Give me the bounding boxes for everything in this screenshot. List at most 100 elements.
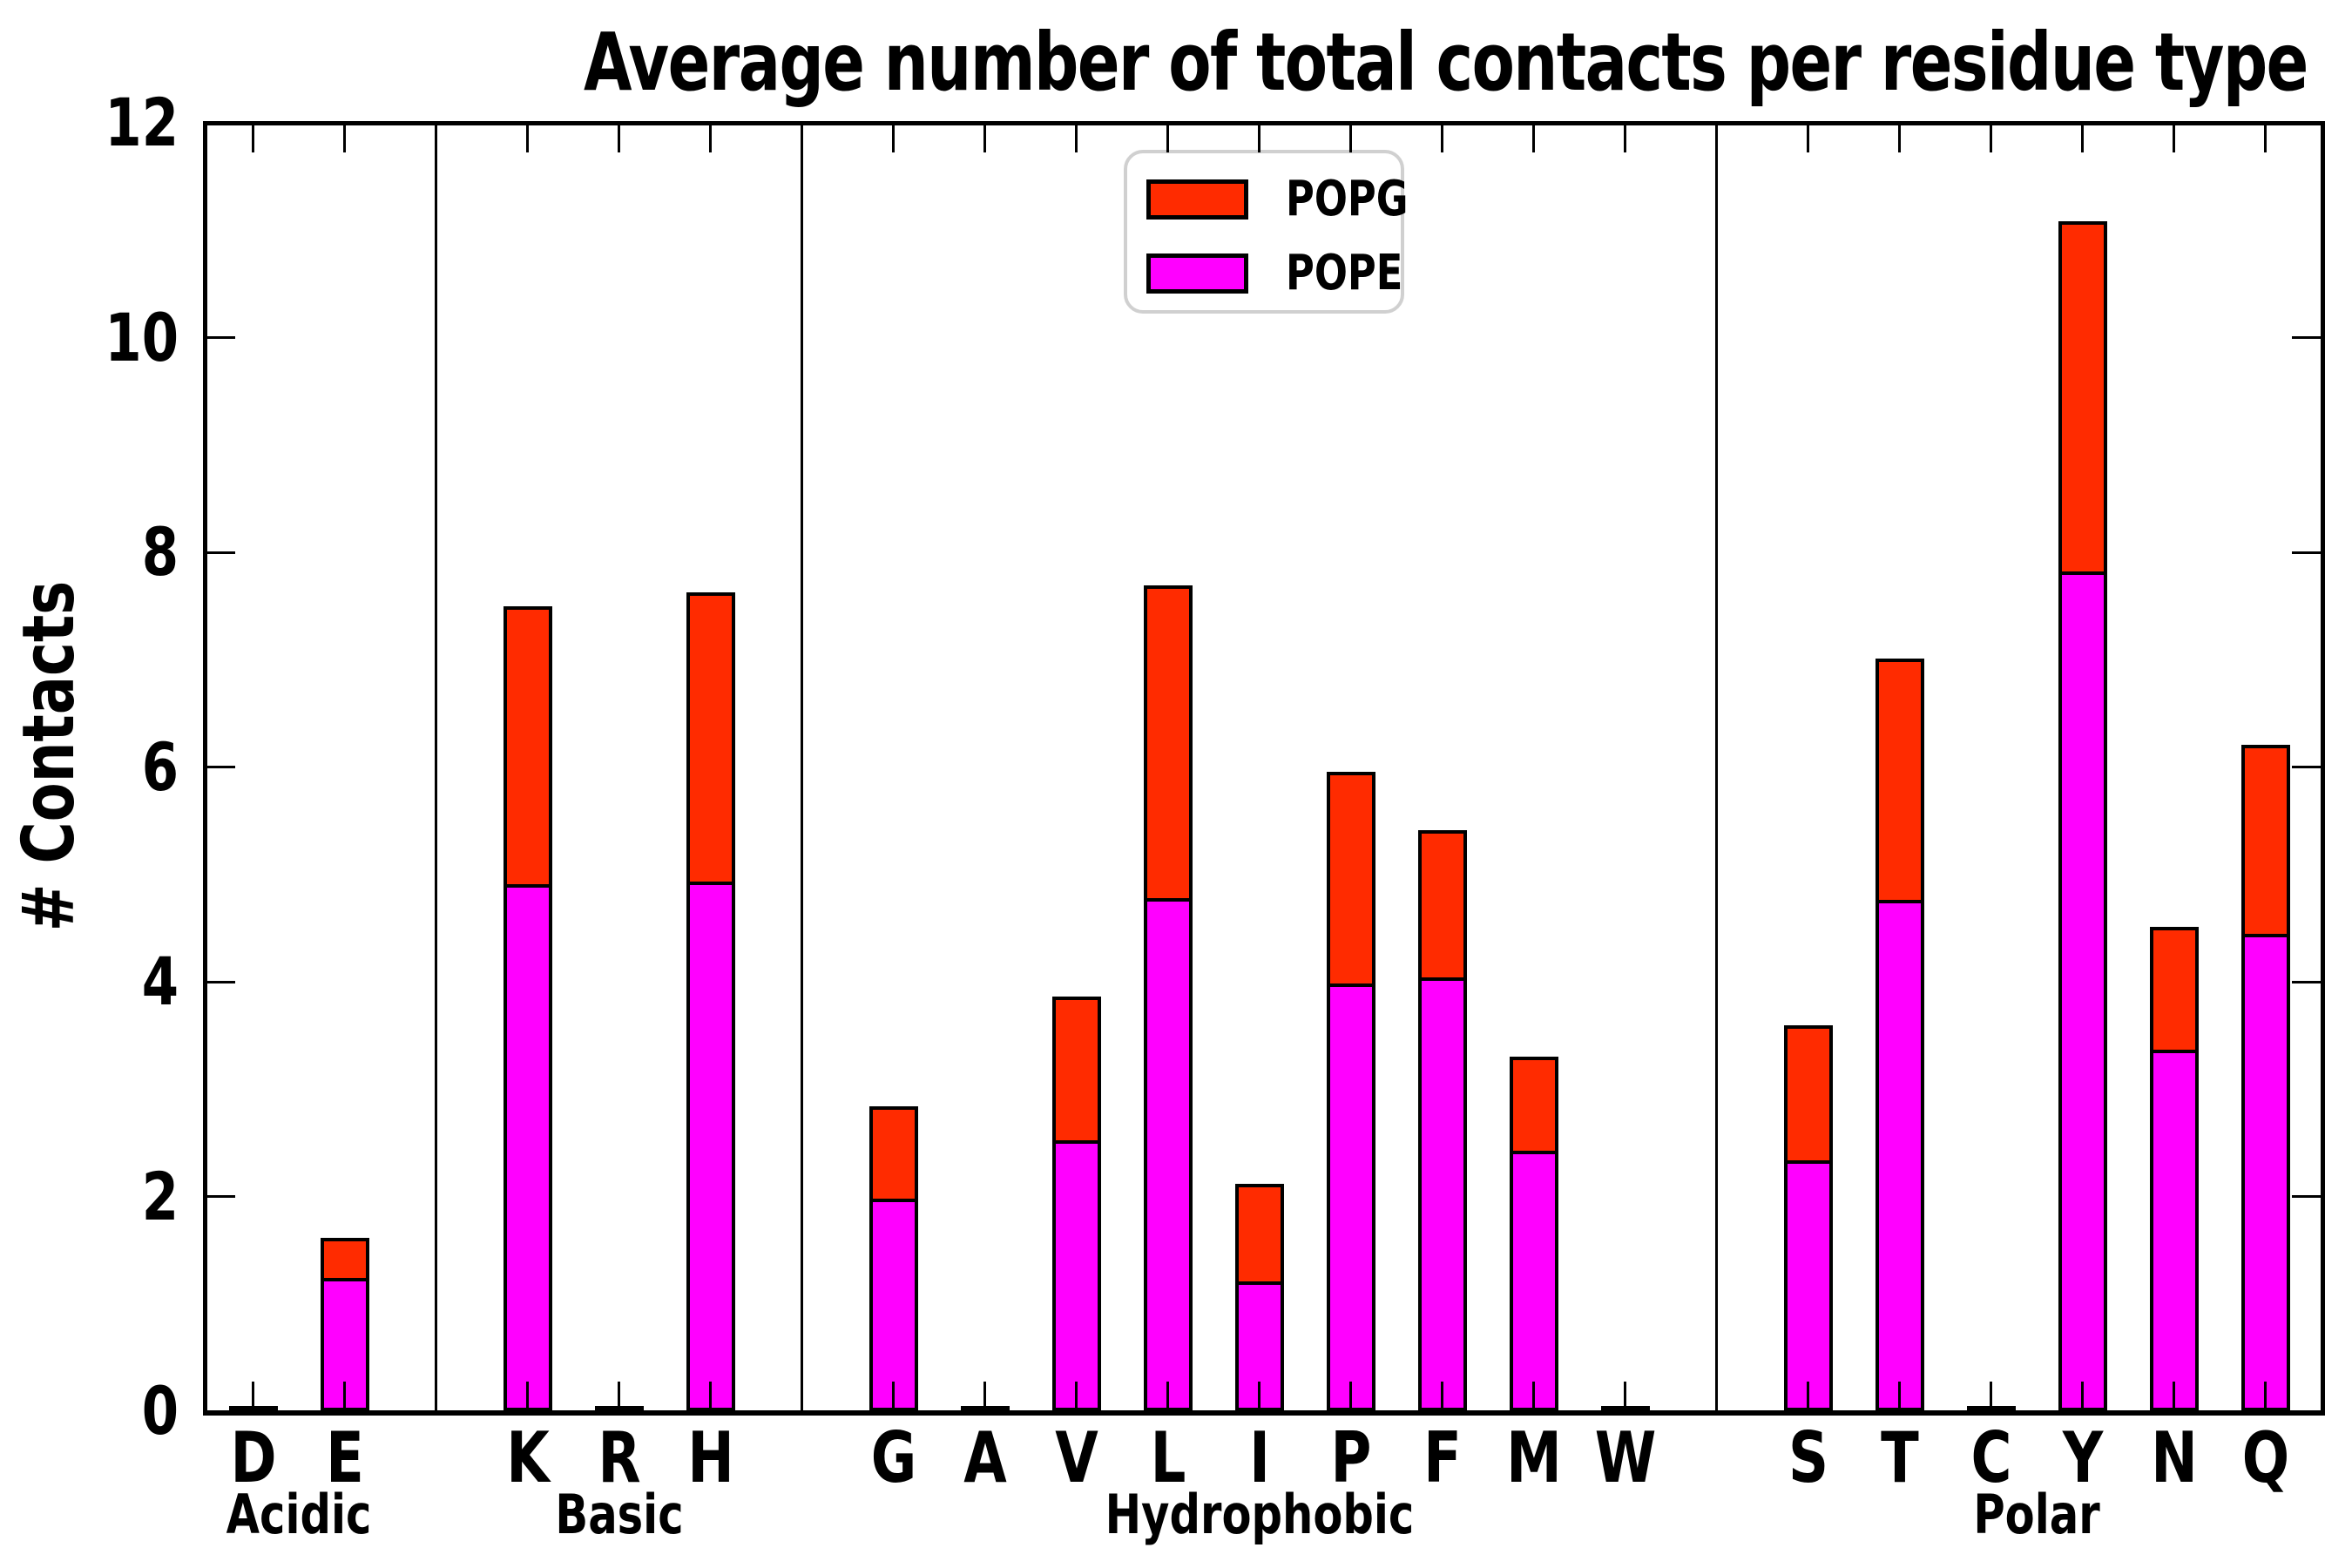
x-label-S: S xyxy=(1788,1417,1828,1498)
x-tick-top-D xyxy=(252,123,254,152)
x-label-G: G xyxy=(870,1417,916,1498)
group-label-Hydrophobic: Hydrophobic xyxy=(1105,1483,1414,1546)
x-tick-bottom-D xyxy=(252,1382,254,1411)
x-tick-top-C xyxy=(1990,123,1992,152)
legend-row-POPE: POPE xyxy=(1127,247,1402,301)
x-tick-bottom-F xyxy=(1441,1382,1443,1411)
bar-segment-POPG-Y xyxy=(2058,221,2107,575)
bar-P xyxy=(1326,772,1375,1411)
bar-segment-POPE-T xyxy=(1875,900,1924,1411)
x-tick-bottom-A xyxy=(983,1382,986,1411)
bar-Q xyxy=(2240,745,2290,1411)
bar-segment-POPE-S xyxy=(1783,1160,1833,1411)
x-label-R: R xyxy=(597,1417,641,1498)
x-tick-bottom-S xyxy=(1807,1382,1809,1411)
x-tick-top-M xyxy=(1532,123,1535,152)
x-tick-top-E xyxy=(343,123,346,152)
bar-segment-POPE-M xyxy=(1509,1151,1558,1411)
x-label-D: D xyxy=(229,1417,277,1498)
bar-segment-POPG-H xyxy=(686,592,735,885)
x-tick-bottom-Q xyxy=(2264,1382,2267,1411)
x-tick-bottom-W xyxy=(1624,1382,1626,1411)
y-tick-right-6 xyxy=(2291,766,2322,768)
y-tick-label-2: 2 xyxy=(141,1157,179,1235)
x-label-C: C xyxy=(1970,1417,2011,1498)
x-tick-bottom-C xyxy=(1990,1382,1992,1411)
y-tick-left-12 xyxy=(205,121,235,125)
y-tick-left-4 xyxy=(205,980,235,983)
x-tick-top-G xyxy=(892,123,895,152)
x-tick-bottom-Y xyxy=(2081,1382,2084,1411)
x-label-L: L xyxy=(1150,1417,1186,1498)
bar-Y xyxy=(2058,221,2107,1411)
y-tick-right-4 xyxy=(2291,980,2322,983)
x-tick-bottom-R xyxy=(618,1382,620,1411)
bar-segment-POPG-S xyxy=(1783,1025,1833,1164)
x-label-T: T xyxy=(1880,1417,1919,1498)
y-tick-right-10 xyxy=(2291,336,2322,339)
x-tick-bottom-P xyxy=(1349,1382,1352,1411)
bar-segment-POPG-V xyxy=(1051,997,1101,1144)
legend: POPG POPE xyxy=(1124,150,1409,314)
bar-segment-POPG-L xyxy=(1143,585,1193,902)
x-label-Q: Q xyxy=(2241,1417,2289,1498)
y-tick-label-10: 10 xyxy=(105,298,179,376)
bar-segment-POPG-G xyxy=(868,1106,918,1202)
x-tick-bottom-T xyxy=(1898,1382,1901,1411)
x-label-M: M xyxy=(1505,1417,1562,1498)
x-tick-bottom-V xyxy=(1075,1382,1078,1411)
x-label-Y: Y xyxy=(2062,1417,2103,1498)
x-tick-top-F xyxy=(1441,123,1443,152)
bar-I xyxy=(1234,1184,1284,1411)
x-label-E: E xyxy=(325,1417,364,1498)
x-tick-top-N xyxy=(2173,123,2175,152)
x-label-K: K xyxy=(505,1417,550,1498)
bar-V xyxy=(1051,997,1101,1411)
group-label-Acidic: Acidic xyxy=(226,1483,372,1546)
group-separator-1 xyxy=(435,123,437,1411)
x-tick-bottom-N xyxy=(2173,1382,2175,1411)
bar-segment-POPE-F xyxy=(1417,977,1467,1411)
y-tick-label-0: 0 xyxy=(141,1372,179,1450)
y-tick-left-0 xyxy=(205,1409,235,1413)
x-tick-top-H xyxy=(709,123,712,152)
bar-H xyxy=(686,592,735,1411)
x-tick-top-V xyxy=(1075,123,1078,152)
bar-segment-POPG-M xyxy=(1509,1057,1558,1154)
bar-K xyxy=(503,606,552,1411)
legend-swatch-POPG xyxy=(1146,179,1248,220)
x-tick-bottom-E xyxy=(343,1382,346,1411)
bar-segment-POPG-N xyxy=(2149,927,2199,1053)
x-label-V: V xyxy=(1054,1417,1098,1498)
bar-segment-POPE-H xyxy=(686,882,735,1411)
y-tick-left-10 xyxy=(205,336,235,339)
y-tick-right-0 xyxy=(2291,1409,2322,1413)
x-tick-top-S xyxy=(1807,123,1809,152)
legend-row-POPG: POPG xyxy=(1127,172,1409,226)
y-tick-left-2 xyxy=(205,1195,235,1198)
bar-segment-POPE-G xyxy=(868,1199,918,1411)
y-tick-label-4: 4 xyxy=(141,943,179,1020)
bar-segment-POPE-Y xyxy=(2058,571,2107,1411)
bar-segment-POPG-I xyxy=(1234,1184,1284,1285)
y-tick-left-6 xyxy=(205,766,235,768)
legend-label-POPG: POPG xyxy=(1286,171,1409,227)
x-label-P: P xyxy=(1330,1417,1371,1498)
y-tick-label-8: 8 xyxy=(141,513,179,591)
legend-swatch-POPE xyxy=(1146,253,1248,294)
bar-segment-POPE-V xyxy=(1051,1140,1101,1411)
x-label-H: H xyxy=(686,1417,734,1498)
group-separator-2 xyxy=(801,123,803,1411)
group-label-Polar: Polar xyxy=(1973,1483,2100,1546)
bar-segment-POPG-K xyxy=(503,606,552,888)
x-tick-bottom-H xyxy=(709,1382,712,1411)
bar-segment-POPG-Q xyxy=(2240,745,2290,937)
x-tick-bottom-M xyxy=(1532,1382,1535,1411)
x-label-W: W xyxy=(1594,1417,1656,1498)
group-separator-3 xyxy=(1715,123,1718,1411)
bar-N xyxy=(2149,927,2199,1411)
bar-S xyxy=(1783,1025,1833,1411)
bar-M xyxy=(1509,1057,1558,1411)
x-tick-top-R xyxy=(618,123,620,152)
